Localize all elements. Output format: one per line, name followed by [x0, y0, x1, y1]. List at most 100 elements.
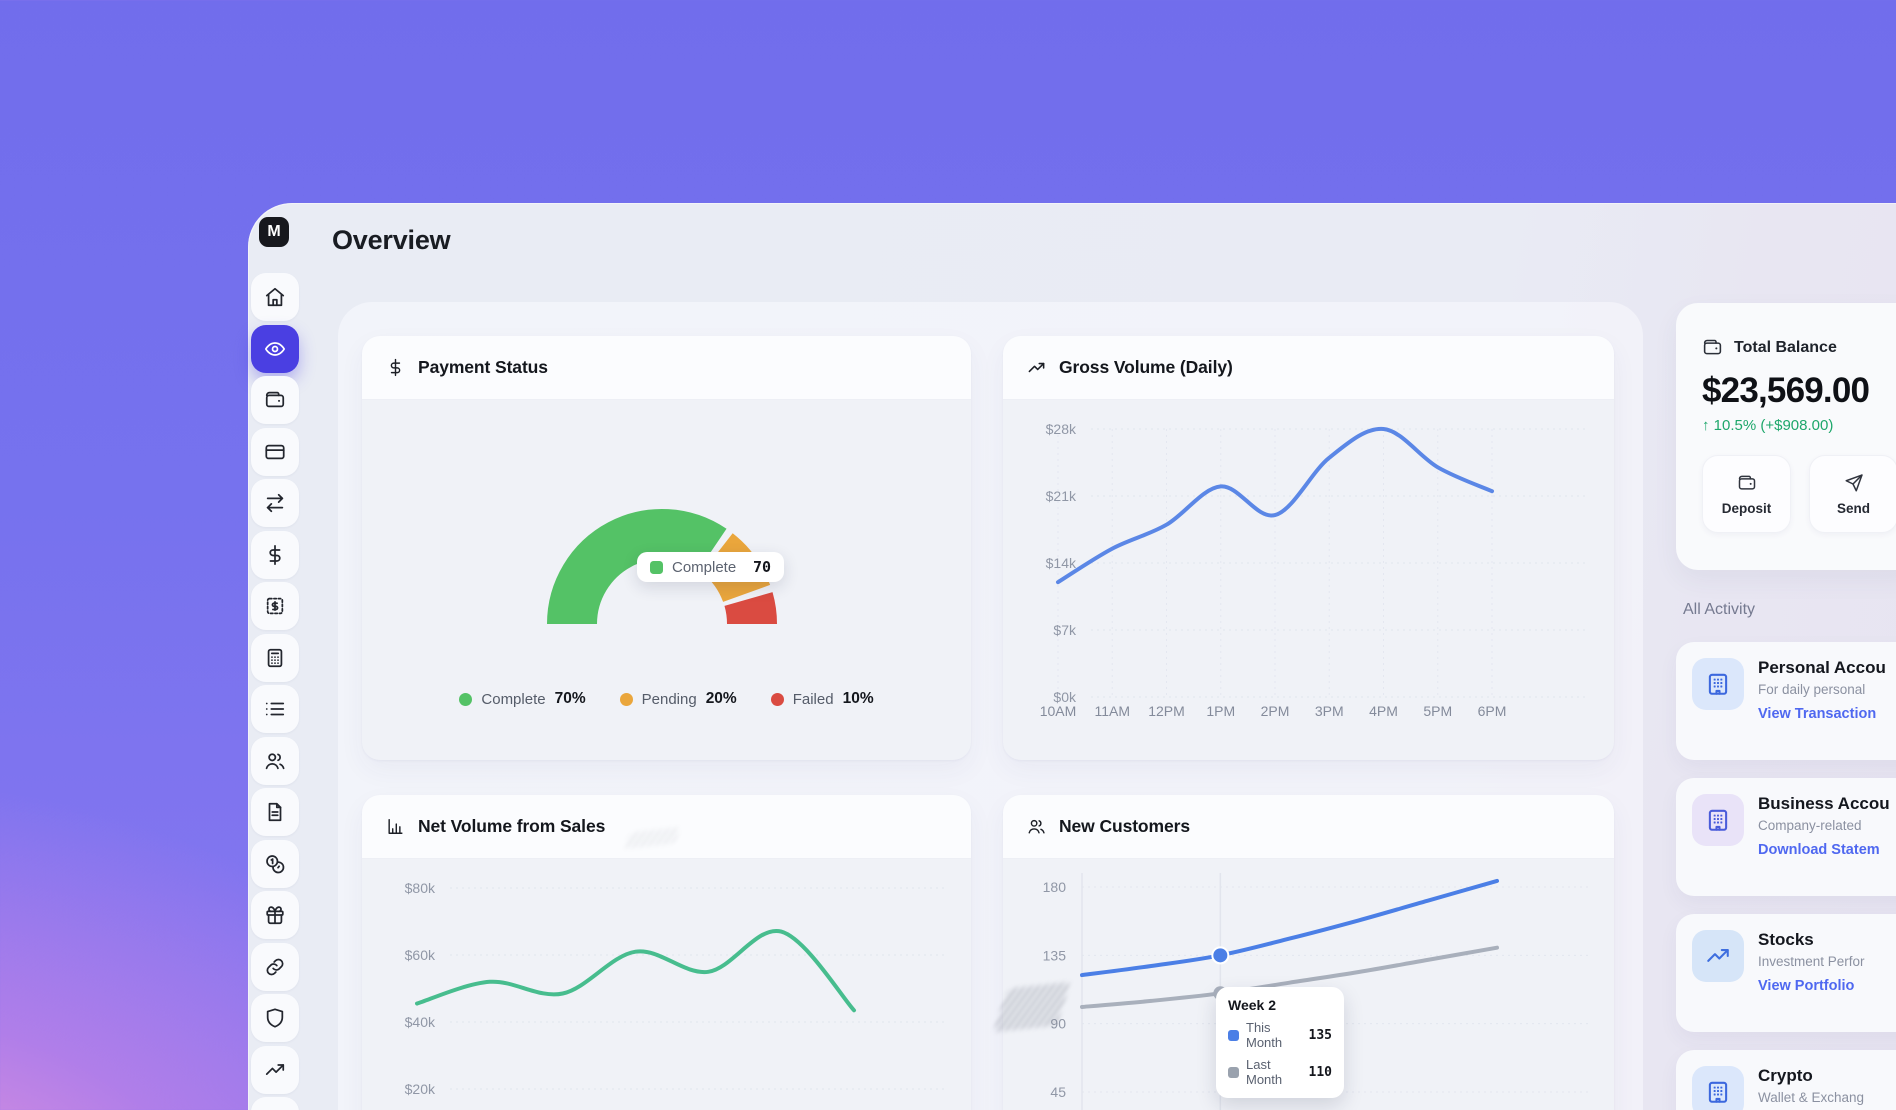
- bar-chart-icon: [386, 817, 405, 836]
- card-title: New Customers: [1059, 816, 1190, 836]
- sidebar-item-list[interactable]: [251, 685, 299, 733]
- legend-item-pending: Pending 20%: [619, 690, 737, 708]
- send-label: Send: [1836, 500, 1870, 516]
- net-volume-header: Net Volume from Sales: [362, 795, 971, 859]
- app-logo: M: [259, 217, 289, 247]
- tooltip-row: This Month 135: [1228, 1020, 1332, 1050]
- page-title: Overview: [332, 225, 451, 255]
- legend-value: 20%: [705, 690, 737, 707]
- sidebar-item-credit-card[interactable]: [251, 427, 299, 476]
- activity-link[interactable]: Download Statem: [1758, 842, 1880, 858]
- svg-text:10AM: 10AM: [1040, 703, 1077, 719]
- send-button[interactable]: Send: [1809, 455, 1896, 533]
- all-activity-heading: All Activity: [1683, 601, 1756, 618]
- sidebar-item-shield[interactable]: [251, 994, 299, 1042]
- svg-text:6PM: 6PM: [1478, 703, 1507, 719]
- balance-amount: $23,569.00: [1702, 371, 1870, 410]
- payment-status-header: Payment Status: [362, 336, 971, 400]
- net-volume-body: $20k $40k $60k $80k: [362, 859, 971, 1110]
- balance-change: ↑ 10.5% (+$908.00): [1702, 417, 1834, 434]
- new-customers-card: New Customers 180 135 90 45 Week 2 This Mon…: [1003, 795, 1614, 1110]
- gross-volume-chart: $0k $7k $14k $21k $28k 10AM 11AM 12PM 1PM 2PM 3PM 4…: [1040, 421, 1588, 719]
- svg-text:90: 90: [1050, 1016, 1066, 1032]
- payment-status-card: Payment Status Complete 70 Complete 70% Pe…: [362, 336, 971, 760]
- wallet-icon: [1702, 337, 1723, 358]
- activity-link[interactable]: View Transaction: [1758, 706, 1877, 722]
- card-title: Net Volume from Sales: [418, 816, 606, 836]
- building-icon: [1692, 794, 1744, 846]
- tooltip-label: Complete: [672, 558, 737, 576]
- sidebar-item-coins[interactable]: [251, 839, 299, 888]
- card-title: Payment Status: [418, 357, 548, 377]
- sidebar-item-file-text[interactable]: [251, 788, 299, 836]
- svg-text:135: 135: [1043, 947, 1067, 963]
- sidebar-item-link[interactable]: [251, 942, 299, 991]
- trending-up-icon: [1692, 930, 1744, 982]
- sidebar-item-arrows-left-right[interactable]: [251, 479, 299, 527]
- new-customers-header: New Customers: [1003, 795, 1614, 859]
- sidebar-item-wallet[interactable]: [251, 376, 299, 424]
- sidebar-item-gift[interactable]: [251, 891, 299, 939]
- building-icon: [1692, 658, 1744, 710]
- svg-text:12PM: 12PM: [1148, 703, 1185, 719]
- svg-text:5PM: 5PM: [1423, 703, 1452, 719]
- sidebar-item-eye[interactable]: [251, 324, 299, 373]
- svg-text:180: 180: [1043, 879, 1067, 895]
- card-title: Gross Volume (Daily): [1059, 357, 1233, 377]
- activity-card[interactable]: Personal Accou For daily personal View Tra…: [1676, 642, 1896, 760]
- svg-text:1PM: 1PM: [1206, 703, 1235, 719]
- tooltip-row: Last Month 110: [1228, 1057, 1332, 1087]
- svg-text:$14k: $14k: [1046, 555, 1077, 571]
- sidebar-item-users[interactable]: [251, 736, 299, 785]
- net-volume-card: Net Volume from Sales $20k $40k $60k $80k: [362, 795, 971, 1110]
- svg-text:$21k: $21k: [1046, 488, 1077, 504]
- last-month-value: 110: [1308, 1064, 1332, 1080]
- activity-title: Stocks: [1758, 930, 1814, 949]
- total-balance-card: Total Balance $23,569.00 ↑ 10.5% (+$908.…: [1676, 303, 1896, 570]
- gross-volume-body: $0k $7k $14k $21k $28k 10AM 11AM 12PM 1PM 2PM 3PM 4…: [1003, 400, 1614, 760]
- deposit-button[interactable]: Deposit: [1702, 455, 1791, 533]
- this-month-label: This Month: [1246, 1020, 1283, 1050]
- activity-subtitle: Company-related: [1758, 818, 1862, 833]
- activity-title: Business Accou: [1758, 794, 1890, 813]
- sidebar-item-home[interactable]: [251, 273, 299, 321]
- svg-text:3PM: 3PM: [1315, 703, 1344, 719]
- legend-dot: [619, 692, 633, 706]
- sidebar-item-calculator[interactable]: [251, 633, 299, 682]
- activity-link[interactable]: View Portfolio: [1758, 978, 1855, 994]
- this-month-swatch: [1228, 1029, 1239, 1041]
- net-volume-chart: $20k $40k $60k $80k: [405, 880, 947, 1097]
- activity-card[interactable]: Stocks Investment Perfor View Portfolio: [1676, 914, 1896, 1032]
- svg-text:$0k: $0k: [1053, 689, 1077, 705]
- users-icon: [1027, 817, 1046, 836]
- activity-card[interactable]: Business Accou Company-related Download St…: [1676, 778, 1896, 896]
- sidebar-item-receipt-dollar[interactable]: [251, 582, 299, 630]
- activity-card[interactable]: Crypto Wallet & Exchang: [1676, 1050, 1896, 1110]
- activity-subtitle: For daily personal: [1758, 682, 1866, 697]
- legend-dot: [770, 692, 784, 706]
- legend-label: Failed: [792, 690, 834, 708]
- svg-text:11AM: 11AM: [1094, 703, 1130, 719]
- svg-text:$60k: $60k: [405, 947, 436, 963]
- sidebar-item-device[interactable]: [251, 1097, 299, 1110]
- last-month-label: Last Month: [1246, 1057, 1283, 1087]
- this-month-value: 135: [1308, 1027, 1332, 1043]
- balance-header-row: Total Balance: [1702, 337, 1896, 358]
- gross-volume-header: Gross Volume (Daily): [1003, 336, 1614, 400]
- activity-title: Personal Accou: [1758, 658, 1886, 677]
- week-tooltip: Week 2 This Month 135 Last Month 110: [1216, 987, 1344, 1098]
- svg-text:$40k: $40k: [405, 1014, 436, 1030]
- send-icon: [1844, 473, 1864, 493]
- activity-list: Personal Accou For daily personal View Tra…: [1676, 642, 1896, 1110]
- last-month-swatch: [1228, 1066, 1239, 1078]
- legend-value: 10%: [842, 690, 874, 707]
- sidebar-item-trending-up[interactable]: [251, 1045, 299, 1094]
- svg-text:45: 45: [1050, 1084, 1066, 1100]
- legend-item-complete: Complete 70%: [459, 690, 586, 708]
- gross-volume-card: Gross Volume (Daily) $0k $7k $14k $21k $28k 1…: [1003, 336, 1614, 760]
- balance-label: Total Balance: [1734, 338, 1837, 356]
- sidebar-item-dollar-sign[interactable]: [251, 530, 299, 579]
- svg-text:$20k: $20k: [405, 1081, 436, 1097]
- dollar-icon: [386, 358, 405, 377]
